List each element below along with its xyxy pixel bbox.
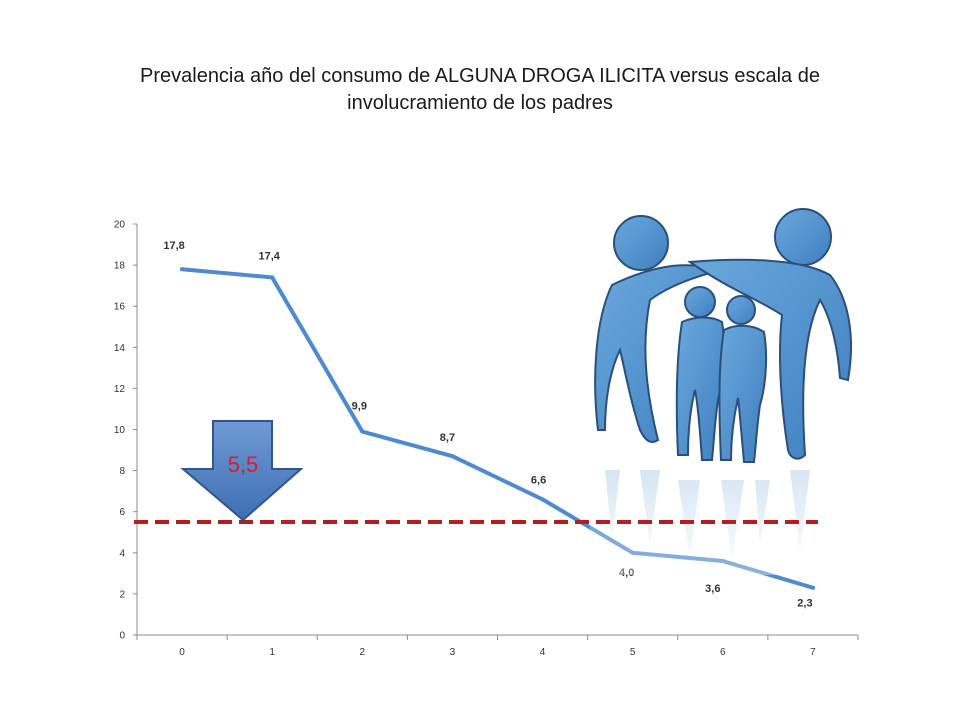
data-point bbox=[360, 429, 365, 434]
x-tick-label: 3 bbox=[450, 647, 456, 658]
x-tick-label: 7 bbox=[810, 647, 816, 658]
data-label: 6,6 bbox=[531, 474, 546, 486]
y-tick-label: 6 bbox=[119, 507, 125, 518]
data-point bbox=[270, 275, 275, 280]
y-tick-label: 8 bbox=[119, 466, 125, 477]
down-arrow-shape bbox=[180, 420, 304, 522]
y-tick-label: 16 bbox=[114, 302, 126, 313]
data-label: 3,6 bbox=[705, 583, 720, 595]
data-point bbox=[540, 497, 545, 502]
data-point bbox=[180, 267, 185, 272]
x-tick-label: 6 bbox=[720, 647, 726, 658]
x-tick-label: 4 bbox=[540, 647, 546, 658]
data-label: 17,4 bbox=[258, 250, 280, 262]
data-label: 9,9 bbox=[352, 401, 367, 413]
data-label: 17,8 bbox=[163, 240, 184, 252]
y-tick-label: 10 bbox=[114, 425, 126, 436]
x-tick-label: 5 bbox=[630, 647, 636, 658]
data-label: 2,3 bbox=[797, 598, 812, 610]
data-label: 8,7 bbox=[440, 432, 455, 444]
x-tick-label: 1 bbox=[269, 647, 275, 658]
data-point bbox=[810, 585, 815, 590]
y-tick-label: 4 bbox=[119, 548, 125, 559]
y-tick-label: 2 bbox=[119, 589, 125, 600]
y-tick-label: 14 bbox=[114, 343, 126, 354]
chart-title-line1: Prevalencia año del consumo de ALGUNA DR… bbox=[140, 65, 820, 87]
down-arrow-icon: 5,5 bbox=[180, 420, 304, 522]
chart-title: Prevalencia año del consumo de ALGUNA DR… bbox=[60, 63, 900, 117]
x-tick-label: 0 bbox=[179, 647, 185, 658]
family-silhouette-icon bbox=[590, 208, 860, 575]
y-tick-label: 18 bbox=[114, 261, 126, 272]
y-tick-label: 0 bbox=[119, 631, 125, 642]
arrow-label: 5,5 bbox=[228, 452, 259, 477]
data-point bbox=[450, 454, 455, 459]
x-tick-label: 2 bbox=[360, 647, 366, 658]
y-tick-label: 12 bbox=[114, 384, 126, 395]
y-tick-label: 20 bbox=[114, 220, 126, 231]
chart-title-line2: involucramiento de los padres bbox=[347, 92, 613, 114]
